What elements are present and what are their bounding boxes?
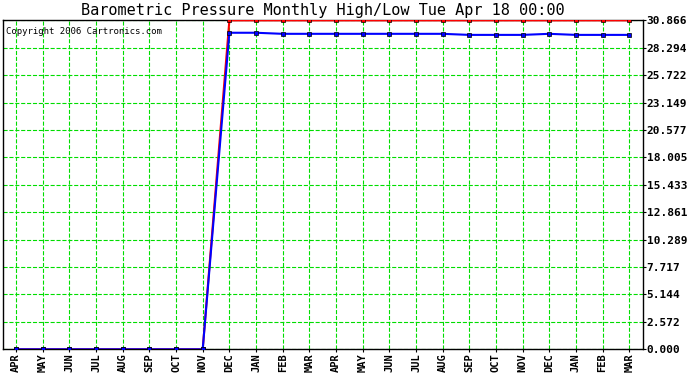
Text: Copyright 2006 Cartronics.com: Copyright 2006 Cartronics.com xyxy=(6,27,162,36)
Title: Barometric Pressure Monthly High/Low Tue Apr 18 00:00: Barometric Pressure Monthly High/Low Tue… xyxy=(81,3,564,18)
